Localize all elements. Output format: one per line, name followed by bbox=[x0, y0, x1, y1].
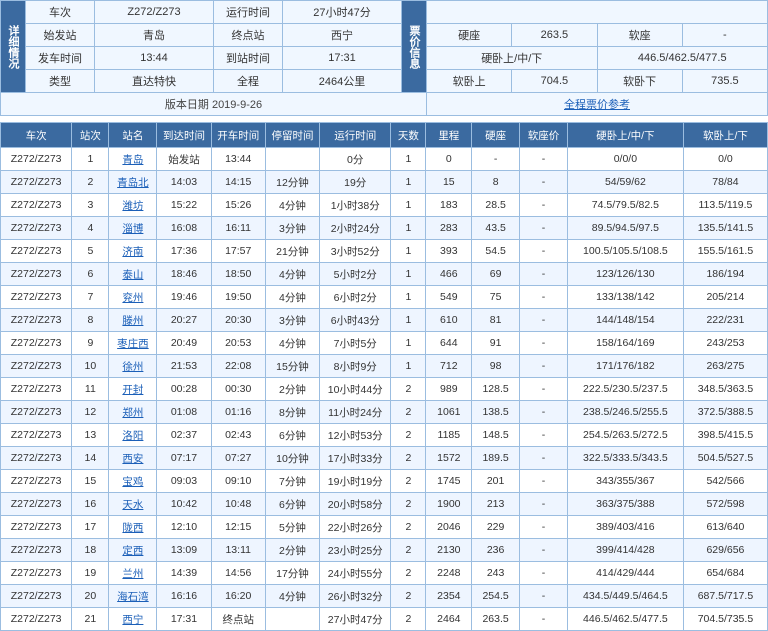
table-row: Z272/Z2731青岛始发站13:440分10--0/0/00/0 bbox=[1, 148, 768, 171]
station-link[interactable]: 西安 bbox=[122, 453, 143, 465]
table-row: Z272/Z2732青岛北14:0314:1512分钟19分1158-54/59… bbox=[1, 171, 768, 194]
station-link[interactable]: 枣庄西 bbox=[117, 338, 149, 350]
station-link[interactable]: 淄博 bbox=[122, 223, 143, 235]
table-row: Z272/Z2739枣庄西20:4920:534分钟7小时5分164491-15… bbox=[1, 332, 768, 355]
table-row: Z272/Z27321西宁17:31终点站27小时47分22464263.5-4… bbox=[1, 608, 768, 631]
table-row: Z272/Z2734淄博16:0816:113分钟2小时24分128343.5-… bbox=[1, 217, 768, 240]
version-date: 版本日期 2019-9-26 bbox=[1, 93, 427, 116]
schedule-table: 车次 站次 站名 到达时间 开车时间 停留时间 运行时间 天数 里程 硬座 软座… bbox=[0, 122, 768, 631]
detail-vlabel: 详细情况 bbox=[1, 1, 26, 93]
station-link[interactable]: 济南 bbox=[122, 246, 143, 258]
table-row: Z272/Z2738滕州20:2720:303分钟6小时43分161081-14… bbox=[1, 309, 768, 332]
fare-vlabel: 票价信息 bbox=[402, 1, 427, 93]
table-row: Z272/Z2736泰山18:4618:504分钟5小时2分146669-123… bbox=[1, 263, 768, 286]
table-row: Z272/Z27318定西13:0913:112分钟23小时25分2213023… bbox=[1, 539, 768, 562]
v-train: Z272/Z273 bbox=[95, 1, 214, 24]
table-row: Z272/Z27316天水10:4210:486分钟20小时58分2190021… bbox=[1, 493, 768, 516]
fare-link[interactable]: 全程票价参考 bbox=[427, 93, 768, 116]
l-train: 车次 bbox=[26, 1, 95, 24]
table-row: Z272/Z27314西安07:1707:2710分钟17小时33分215721… bbox=[1, 447, 768, 470]
station-link[interactable]: 兰州 bbox=[122, 568, 143, 580]
v-runtime: 27小时47分 bbox=[283, 1, 402, 24]
station-link[interactable]: 滕州 bbox=[122, 315, 143, 327]
table-row: Z272/Z27312郑州01:0801:168分钟11小时24分2106113… bbox=[1, 401, 768, 424]
station-link[interactable]: 郑州 bbox=[122, 407, 143, 419]
station-link[interactable]: 泰山 bbox=[122, 269, 143, 281]
table-row: Z272/Z2733潍坊15:2215:264分钟1小时38分118328.5-… bbox=[1, 194, 768, 217]
table-row: Z272/Z27313洛阳02:3702:436分钟12小时53分2118514… bbox=[1, 424, 768, 447]
station-link[interactable]: 青岛北 bbox=[117, 177, 149, 189]
table-row: Z272/Z27310徐州21:5322:0815分钟8小时9分171298-1… bbox=[1, 355, 768, 378]
route bbox=[427, 1, 768, 24]
header-table: 详细情况 车次 Z272/Z273 运行时间 27小时47分 票价信息 始发站青… bbox=[0, 0, 768, 116]
l-runtime: 运行时间 bbox=[214, 1, 283, 24]
station-link[interactable]: 青岛 bbox=[122, 154, 143, 166]
station-link[interactable]: 陇西 bbox=[122, 522, 143, 534]
table-row: Z272/Z27320海石湾16:1616:204分钟26小时32分223542… bbox=[1, 585, 768, 608]
station-link[interactable]: 潍坊 bbox=[122, 200, 143, 212]
table-row: Z272/Z27315宝鸡09:0309:107分钟19小时19分2174520… bbox=[1, 470, 768, 493]
table-row: Z272/Z2735济南17:3617:5721分钟3小时52分139354.5… bbox=[1, 240, 768, 263]
table-row: Z272/Z27311开封00:2800:302分钟10小时44分2989128… bbox=[1, 378, 768, 401]
station-link[interactable]: 海石湾 bbox=[117, 591, 149, 603]
table-row: Z272/Z2737兖州19:4619:504分钟6小时2分154975-133… bbox=[1, 286, 768, 309]
station-link[interactable]: 兖州 bbox=[122, 292, 143, 304]
table-row: Z272/Z27319兰州14:3914:5617分钟24小时55分222482… bbox=[1, 562, 768, 585]
table-row: Z272/Z27317陇西12:1012:155分钟22小时26分2204622… bbox=[1, 516, 768, 539]
station-link[interactable]: 宝鸡 bbox=[122, 476, 143, 488]
station-link[interactable]: 天水 bbox=[122, 499, 143, 511]
station-link[interactable]: 西宁 bbox=[122, 614, 143, 626]
station-link[interactable]: 徐州 bbox=[122, 361, 143, 373]
station-link[interactable]: 洛阳 bbox=[122, 430, 143, 442]
station-link[interactable]: 定西 bbox=[122, 545, 143, 557]
station-link[interactable]: 开封 bbox=[122, 384, 143, 396]
